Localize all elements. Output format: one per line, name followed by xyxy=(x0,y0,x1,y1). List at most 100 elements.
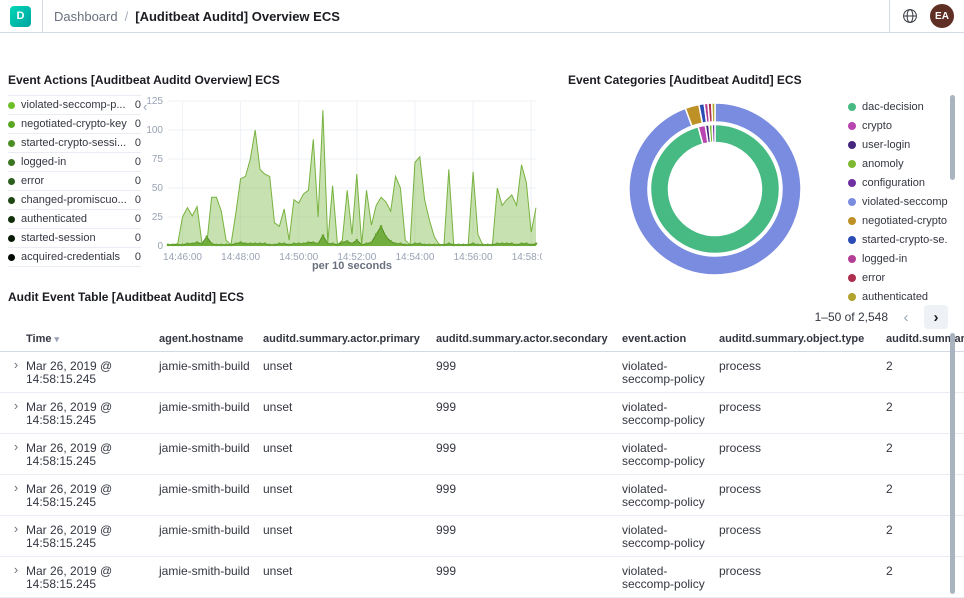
event-actions-legend-item[interactable]: started-session 0 xyxy=(8,229,141,248)
cell-object_type: process xyxy=(719,400,762,414)
table-row[interactable]: › Mar 26, 2019 @ 14:58:15.245 jamie-smith-… xyxy=(0,557,964,598)
series-point-marker xyxy=(495,242,499,245)
cell-action: violated-seccomp-policy xyxy=(622,564,705,592)
x-axis-tick-label: 14:52:00 xyxy=(337,252,376,263)
legend-color-dot xyxy=(848,216,856,225)
event-categories-legend-item[interactable]: configuration xyxy=(848,173,948,192)
event-actions-legend-item[interactable]: acquired-credentials 0 xyxy=(8,248,141,267)
cell-action: violated-seccomp-policy xyxy=(622,523,705,551)
table-row[interactable]: › Mar 26, 2019 @ 14:58:15.245 jamie-smith-… xyxy=(0,393,964,434)
event-actions-legend-item[interactable]: started-crypto-sessi... 0 xyxy=(8,134,141,153)
donut-slice-dac-decision[interactable] xyxy=(649,123,781,255)
series-point-marker xyxy=(229,243,233,247)
legend-label: configuration xyxy=(862,176,925,189)
pagination-prev-button[interactable]: ‹ xyxy=(894,305,918,329)
legend-label: violated-seccomp-p... xyxy=(21,99,126,111)
globe-icon[interactable] xyxy=(902,8,918,24)
table-pagination: 1–50 of 2,548 ‹ › xyxy=(815,305,948,329)
event-categories-legend-item[interactable]: authenticated xyxy=(848,287,948,306)
cell-time: Mar 26, 2019 @ 14:58:15.245 xyxy=(26,523,113,551)
legend-color-dot xyxy=(848,273,856,282)
event-categories-legend-item[interactable]: violated-seccomp... xyxy=(848,192,948,211)
event-categories-legend: dac-decision crypto user-login anomoly confi… xyxy=(848,97,948,306)
series-point-marker xyxy=(210,242,213,245)
cell-secondary: 999 xyxy=(436,359,457,373)
event-actions-area-chart[interactable]: 0 25 50 75 100 125 14:46:00 14:48:00 14:50:00 14:… xyxy=(142,93,542,275)
table-row[interactable]: › Mar 26, 2019 @ 14:58:15.245 jamie-smith-… xyxy=(0,516,964,557)
row-expand-icon[interactable]: › xyxy=(0,393,26,412)
legend-value: 0 xyxy=(134,251,141,263)
row-expand-icon[interactable]: › xyxy=(0,352,26,371)
series-point-marker xyxy=(336,243,339,247)
event-categories-legend-item[interactable]: dac-decision xyxy=(848,97,948,116)
series-point-marker xyxy=(244,242,247,245)
legend-color-dot xyxy=(8,101,15,109)
column-header-object_type[interactable]: auditd.summary.object.type xyxy=(719,333,886,345)
pagination-next-button[interactable]: › xyxy=(924,305,948,329)
legend-value: 0 xyxy=(134,118,141,130)
table-row[interactable]: › Mar 26, 2019 @ 14:58:15.245 jamie-smith-… xyxy=(0,475,964,516)
column-header-hostname[interactable]: agent.hostname xyxy=(159,333,263,345)
row-expand-icon[interactable]: › xyxy=(0,557,26,576)
y-axis-tick-label: 0 xyxy=(157,241,163,252)
cell-object_type: process xyxy=(719,523,762,537)
table-scrollbar[interactable] xyxy=(950,333,955,594)
cell-hostname: jamie-smith-build xyxy=(159,359,250,373)
series-point-marker xyxy=(491,243,494,247)
row-expand-icon[interactable]: › xyxy=(0,475,26,494)
cell-primary: unset xyxy=(263,564,293,578)
event-actions-legend-item[interactable]: logged-in 0 xyxy=(8,153,141,172)
event-categories-legend-item[interactable]: logged-in xyxy=(848,249,948,268)
dashboard-app-icon[interactable]: D xyxy=(10,5,31,27)
series-point-marker xyxy=(171,243,175,247)
audit-event-table: Time ▾ agent.hostname auditd.summary.actor.… xyxy=(0,333,964,598)
event-categories-donut-chart[interactable] xyxy=(612,95,818,283)
event-actions-legend-item[interactable]: changed-promiscuo... 0 xyxy=(8,191,141,210)
x-axis-tick-label: 14:50:00 xyxy=(279,252,318,263)
event-actions-panel-title: Event Actions [Auditbeat Auditd Overview… xyxy=(8,73,280,87)
row-expand-icon[interactable]: › xyxy=(0,516,26,535)
y-axis-tick-label: 50 xyxy=(152,183,164,194)
cell-secondary: 999 xyxy=(436,441,457,455)
event-categories-legend-item[interactable]: error xyxy=(848,268,948,287)
series-point-marker xyxy=(447,242,451,245)
event-actions-legend-item[interactable]: authenticated 0 xyxy=(8,210,141,229)
cell-time: Mar 26, 2019 @ 14:58:15.245 xyxy=(26,482,113,510)
row-expand-icon[interactable]: › xyxy=(0,434,26,453)
avatar[interactable]: EA xyxy=(930,4,954,28)
legend-color-dot xyxy=(848,140,856,149)
series-point-marker xyxy=(307,241,310,244)
series-point-marker xyxy=(316,242,320,245)
series-point-marker xyxy=(452,243,455,247)
table-row[interactable]: › Mar 26, 2019 @ 14:58:15.245 jamie-smith-… xyxy=(0,434,964,475)
table-row[interactable]: › Mar 26, 2019 @ 14:58:15.245 jamie-smith-… xyxy=(0,352,964,393)
column-header-time[interactable]: Time ▾ xyxy=(26,333,159,345)
event-actions-legend-item[interactable]: error 0 xyxy=(8,172,141,191)
event-categories-legend-item[interactable]: started-crypto-se... xyxy=(848,230,948,249)
cell-object_type: process xyxy=(719,441,762,455)
breadcrumb-dashboard-link[interactable]: Dashboard xyxy=(54,8,118,24)
donut-slice-violated-seccomp-policy[interactable] xyxy=(628,102,802,276)
column-header-action[interactable]: event.action xyxy=(622,333,719,345)
cell-hostname: jamie-smith-build xyxy=(159,523,250,537)
donut-slice-authenticated[interactable] xyxy=(710,102,716,123)
event-categories-legend-item[interactable]: anomoly xyxy=(848,154,948,173)
event-actions-legend-item[interactable]: violated-seccomp-p... 0 xyxy=(8,95,141,115)
donut-slice-configuration[interactable] xyxy=(711,123,716,144)
column-header-summary[interactable]: auditd.summary xyxy=(886,333,964,345)
column-header-secondary[interactable]: auditd.summary.actor.secondary xyxy=(436,333,622,345)
legend-scrollbar[interactable] xyxy=(950,95,955,180)
sort-caret-icon: ▾ xyxy=(54,333,60,344)
column-header-primary[interactable]: auditd.summary.actor.primary xyxy=(263,333,436,345)
legend-collapse-icon[interactable]: ‹ xyxy=(143,99,148,114)
event-categories-legend-item[interactable]: crypto xyxy=(848,116,948,135)
event-categories-legend-item[interactable]: user-login xyxy=(848,135,948,154)
series-point-marker xyxy=(442,243,446,247)
legend-label: started-session xyxy=(21,232,96,244)
legend-label: authenticated xyxy=(862,290,929,303)
cell-action: violated-seccomp-policy xyxy=(622,400,705,428)
event-actions-legend-item[interactable]: negotiated-crypto-key 0 xyxy=(8,115,141,134)
event-categories-legend-item[interactable]: negotiated-crypto... xyxy=(848,211,948,230)
legend-label: anomoly xyxy=(862,157,904,170)
series-point-marker xyxy=(486,243,489,247)
